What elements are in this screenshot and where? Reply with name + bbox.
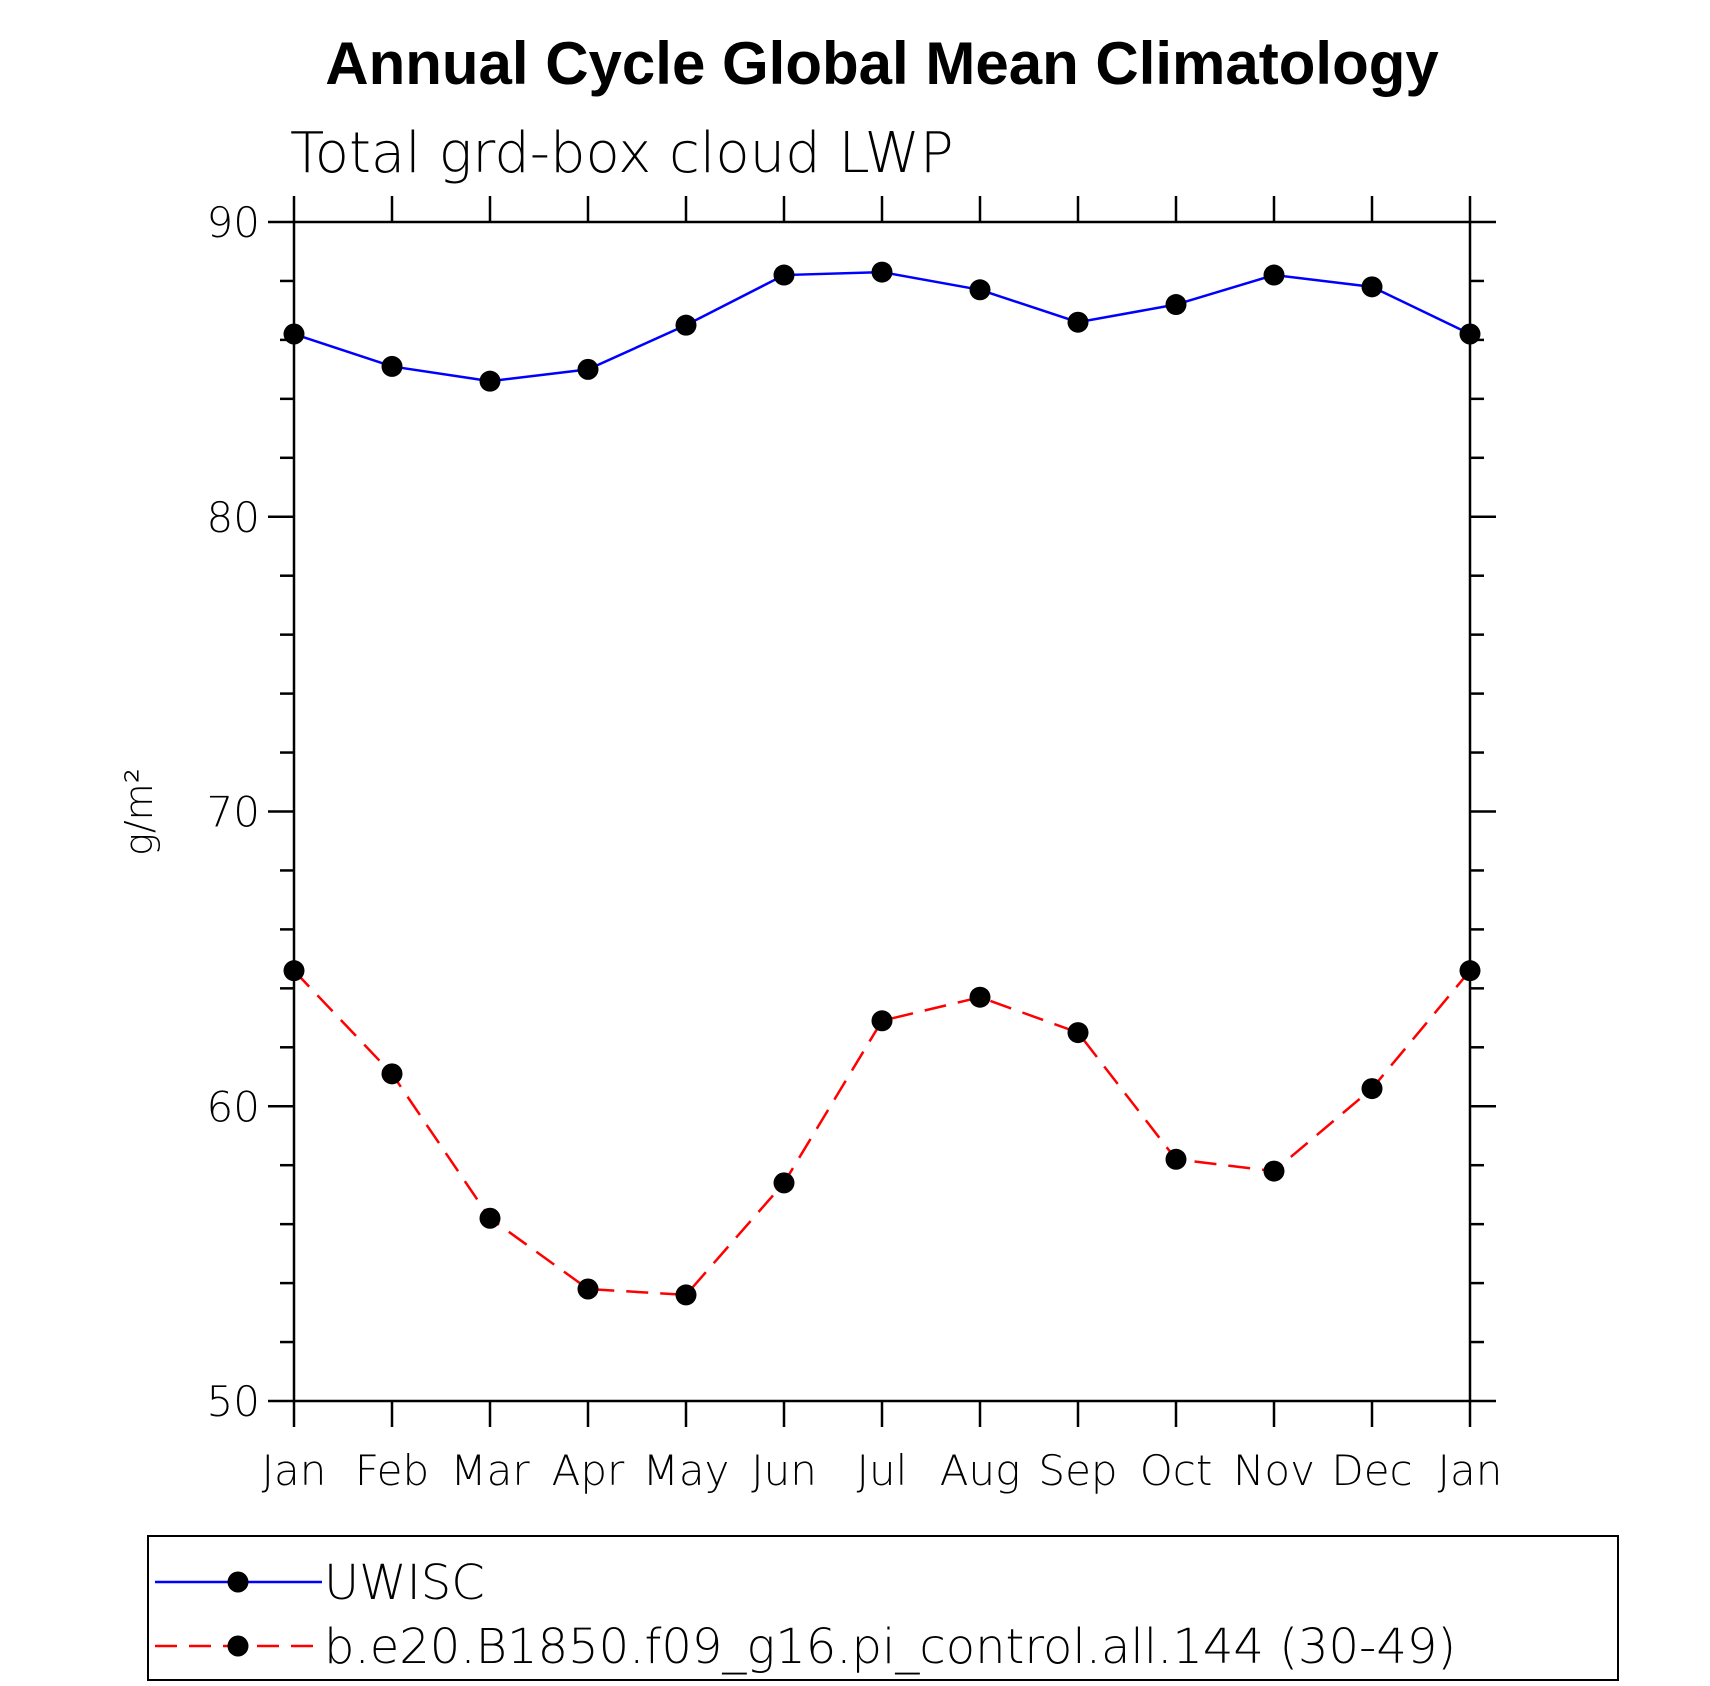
chart-subtitle: Total grd-box cloud LWP	[290, 121, 954, 186]
series-2-point	[1361, 1078, 1383, 1100]
series-1-point	[577, 358, 599, 380]
series-2-point	[1263, 1160, 1285, 1182]
series-2-point	[479, 1207, 501, 1229]
x-tick-label: Oct	[1140, 1446, 1213, 1495]
series-2-point	[675, 1284, 697, 1306]
legend-marker-1	[227, 1571, 249, 1593]
y-tick-label: 50	[207, 1377, 260, 1426]
x-tick-label: Jul	[857, 1446, 908, 1495]
x-tick-label: Apr	[552, 1446, 625, 1495]
series-1-point	[1165, 294, 1187, 316]
series-1-point	[479, 370, 501, 392]
series-1-point	[1459, 323, 1481, 345]
chart-title: Annual Cycle Global Mean Climatology	[325, 30, 1439, 97]
x-tick-labels: Jan Feb Mar Apr May Jun Jul Aug Sep Oct Nov Dec Jan	[262, 1446, 1503, 1495]
series-1-point	[1263, 264, 1285, 286]
series	[283, 261, 1481, 1306]
series-2-point	[1459, 960, 1481, 982]
x-tick-label: Dec	[1331, 1446, 1412, 1495]
legend-label-1: UWISC	[324, 1555, 485, 1611]
y-tick-label: 70	[207, 788, 260, 837]
series-2-point	[871, 1010, 893, 1032]
legend-label-2: b.e20.B1850.f09_g16.pi_control.all.144 (…	[324, 1619, 1456, 1675]
series-line-1	[293, 270, 1471, 383]
series-1-point	[969, 279, 991, 301]
y-tick-labels: 50 60 70 80 90	[207, 198, 260, 1426]
y-tick-label: 80	[207, 493, 260, 542]
y-axis-label: g/m²	[117, 768, 161, 856]
x-tick-label: Nov	[1233, 1446, 1315, 1495]
series-1-point	[1361, 276, 1383, 298]
x-tick-label: Jan	[1438, 1446, 1503, 1495]
plot-frame	[292, 220, 1472, 1403]
x-tick-label: Aug	[940, 1446, 1021, 1495]
x-tick-label: Feb	[355, 1446, 429, 1495]
x-tick-label: Sep	[1038, 1446, 1117, 1495]
axes	[268, 196, 1496, 1427]
x-tick-label: May	[643, 1446, 730, 1495]
series-1-point	[1067, 311, 1089, 333]
series-2-point	[381, 1063, 403, 1085]
series-1-point	[283, 323, 305, 345]
series-1-point	[675, 314, 697, 336]
legend-marker-2	[227, 1635, 249, 1657]
series-2-point	[283, 960, 305, 982]
series-1-point	[871, 261, 893, 283]
x-tick-label: Mar	[450, 1446, 530, 1495]
series-1-point	[773, 264, 795, 286]
series-2-point	[1067, 1022, 1089, 1044]
series-2-point	[1165, 1148, 1187, 1170]
series-2-point	[773, 1172, 795, 1194]
legend-box	[147, 1535, 1619, 1681]
y-tick-label: 60	[207, 1082, 260, 1131]
x-tick-label: Jun	[751, 1446, 817, 1495]
legend: UWISC b.e20.B1850.f09_g16.pi_control.all.…	[147, 1535, 1619, 1681]
series-1-point	[381, 355, 403, 377]
y-tick-label: 90	[207, 198, 260, 247]
series-2-point	[969, 986, 991, 1008]
series-2-point	[577, 1278, 599, 1300]
x-tick-label: Jan	[262, 1446, 327, 1495]
